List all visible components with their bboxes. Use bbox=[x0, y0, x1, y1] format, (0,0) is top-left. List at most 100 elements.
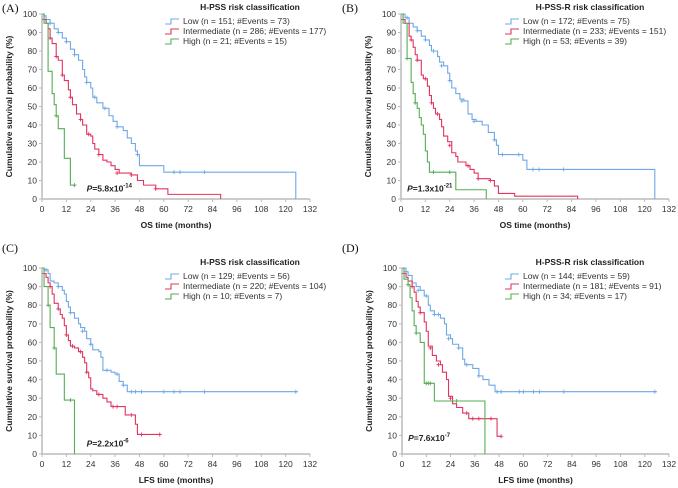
legend-entry-high: High (n = 34; #Events = 17) bbox=[523, 291, 627, 301]
x-tick-label: 48 bbox=[494, 204, 504, 214]
x-tick-label: 0 bbox=[400, 459, 405, 469]
censor-mark bbox=[447, 143, 452, 148]
y-tick-label: 70 bbox=[388, 319, 398, 329]
censor-mark bbox=[428, 381, 433, 386]
censor-mark bbox=[499, 389, 504, 394]
x-tick-label: 48 bbox=[494, 459, 504, 469]
x-tick-label: 108 bbox=[254, 459, 268, 469]
x-tick-label: 96 bbox=[591, 459, 601, 469]
y-tick-label: 0 bbox=[391, 194, 396, 204]
x-tick-label: 96 bbox=[232, 204, 242, 214]
censor-mark bbox=[54, 54, 59, 59]
y-tick-label: 30 bbox=[388, 393, 398, 403]
x-tick-label: 72 bbox=[543, 459, 553, 469]
censor-mark bbox=[84, 80, 89, 85]
survival-curve-intermediate bbox=[402, 267, 502, 437]
x-tick-label: 108 bbox=[613, 459, 627, 469]
legend-title: H-PSS risk classification bbox=[200, 257, 300, 267]
censor-mark bbox=[48, 21, 53, 26]
x-tick-label: 84 bbox=[208, 459, 218, 469]
y-tick-label: 100 bbox=[382, 9, 396, 19]
survival-curve-intermediate bbox=[42, 267, 160, 436]
censor-mark bbox=[56, 30, 61, 35]
censor-mark bbox=[104, 368, 109, 373]
panel-label: (A) bbox=[2, 1, 19, 15]
censor-mark bbox=[48, 36, 53, 41]
legend-swatch-low bbox=[165, 273, 179, 280]
x-axis-label: OS time (months) bbox=[500, 220, 571, 230]
censor-mark bbox=[161, 389, 166, 394]
x-tick-label: 72 bbox=[183, 204, 193, 214]
survival-curve-high bbox=[42, 267, 76, 454]
y-tick-label: 40 bbox=[387, 120, 397, 130]
censor-mark bbox=[48, 284, 53, 289]
censor-mark bbox=[68, 310, 73, 315]
censor-mark bbox=[86, 132, 91, 137]
censor-mark bbox=[464, 411, 469, 416]
x-tick-label: 120 bbox=[638, 459, 652, 469]
legend-swatch-intermediate bbox=[165, 283, 179, 290]
censor-mark bbox=[68, 398, 73, 403]
y-tick-label: 90 bbox=[28, 282, 38, 292]
y-axis-label: Cumulative survival probability (%) bbox=[4, 35, 14, 177]
x-tick-label: 132 bbox=[303, 459, 317, 469]
y-tick-label: 20 bbox=[388, 412, 398, 422]
censor-mark bbox=[464, 362, 469, 367]
x-tick-label: 24 bbox=[445, 204, 455, 214]
survival-curve-low bbox=[42, 267, 298, 393]
censor-mark bbox=[492, 137, 497, 142]
censor-mark bbox=[153, 186, 158, 191]
censor-mark bbox=[488, 178, 493, 183]
censor-mark bbox=[448, 396, 453, 401]
survival-curve-low bbox=[42, 13, 297, 199]
censor-mark bbox=[129, 389, 134, 394]
y-tick-label: 10 bbox=[388, 430, 398, 440]
x-tick-label: 48 bbox=[135, 459, 145, 469]
chart-panel-a: (A) 0 10 20 30 40 50 60 70 80 90 100 0 12 24 36 48 60 72 84… bbox=[2, 1, 326, 230]
legend-swatch-high bbox=[165, 293, 179, 300]
censor-mark bbox=[537, 167, 542, 172]
y-tick-label: 70 bbox=[387, 65, 397, 75]
censor-mark bbox=[102, 106, 107, 111]
censor-mark bbox=[454, 398, 459, 403]
legend-entry-intermediate: Intermediate (n = 233; #Events = 151) bbox=[523, 26, 666, 36]
censor-mark bbox=[423, 76, 428, 81]
chart-panel-c: (C) 0 10 20 30 40 50 60 70 80 90 100 0 12 24 36 48 60 72 84… bbox=[2, 241, 326, 485]
y-tick-label: 50 bbox=[28, 356, 38, 366]
p-value-text: =2.2x10 bbox=[92, 439, 123, 449]
x-tick-label: 60 bbox=[159, 204, 169, 214]
y-tick-label: 60 bbox=[387, 83, 397, 93]
y-tick-label: 80 bbox=[387, 46, 397, 56]
censor-mark bbox=[56, 306, 61, 311]
y-tick-label: 100 bbox=[23, 9, 37, 19]
censor-mark bbox=[470, 416, 475, 421]
censor-mark bbox=[46, 303, 51, 308]
survival-curve-high bbox=[42, 13, 75, 186]
chart-panel-d: (D) 0 10 20 30 40 50 60 70 80 90 100 0 12 24 36 48 60 72 84… bbox=[342, 241, 676, 485]
x-tick-label: 0 bbox=[40, 204, 45, 214]
y-tick-label: 40 bbox=[388, 375, 398, 385]
x-tick-label: 132 bbox=[662, 204, 676, 214]
y-tick-label: 60 bbox=[28, 337, 38, 347]
censor-mark bbox=[96, 152, 101, 157]
legend-swatch-low bbox=[165, 18, 179, 25]
censor-mark bbox=[456, 345, 461, 350]
censor-mark bbox=[499, 434, 504, 439]
legend-entry-high: High (n = 10; #Events = 7) bbox=[183, 291, 282, 301]
x-tick-label: 36 bbox=[469, 204, 479, 214]
censor-mark bbox=[202, 389, 207, 394]
y-tick-label: 70 bbox=[28, 65, 38, 75]
y-tick-label: 40 bbox=[28, 375, 38, 385]
legend-entry-low: Low (n = 144; #Events = 59) bbox=[523, 271, 630, 281]
survival-curve-low bbox=[401, 13, 656, 199]
y-tick-label: 50 bbox=[28, 102, 38, 112]
p-value-exponent: -14 bbox=[123, 184, 132, 190]
x-tick-label: 36 bbox=[110, 204, 120, 214]
censor-mark bbox=[476, 373, 481, 378]
x-tick-label: 120 bbox=[279, 459, 293, 469]
y-axis-label: Cumulative survival probability (%) bbox=[364, 290, 374, 432]
censor-mark bbox=[111, 404, 116, 409]
y-tick-label: 80 bbox=[28, 300, 38, 310]
p-value-prefix: P bbox=[407, 184, 413, 194]
